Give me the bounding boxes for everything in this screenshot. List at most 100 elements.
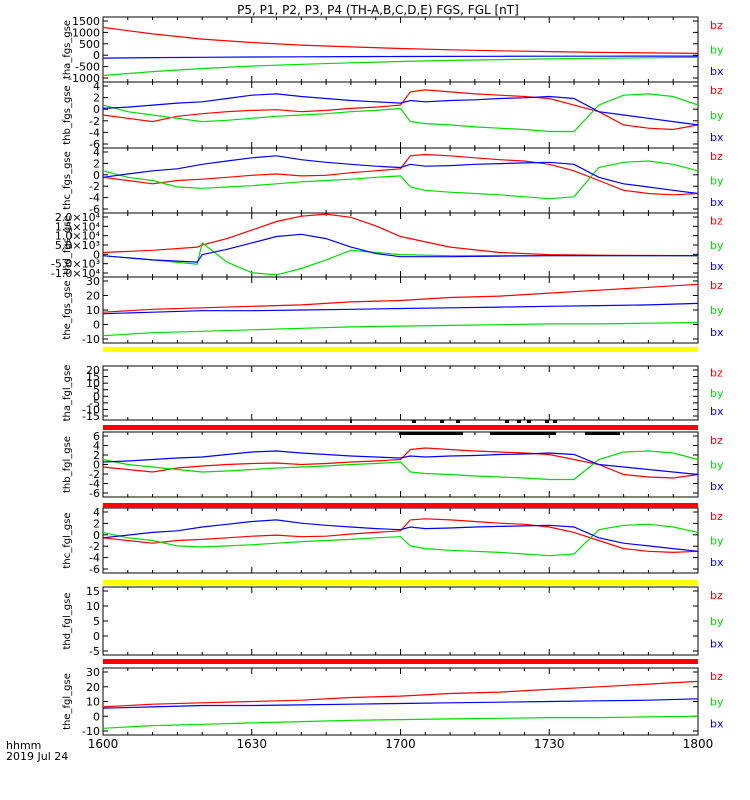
flag-segment [412, 420, 416, 423]
legend-bz: bz [710, 84, 723, 97]
y-tick-label: 4 [93, 80, 100, 93]
panel-frame [102, 212, 699, 278]
y-tick-label: 15 [86, 585, 100, 598]
flag-segment [505, 420, 509, 423]
y-tick-label: 0 [93, 390, 100, 403]
y-tick-label: 30 [86, 666, 100, 679]
y-tick-label: 6 [93, 430, 100, 443]
series-line-bx [102, 302, 699, 315]
y-tick-label: -2 [89, 468, 100, 481]
legend-bx: bx [710, 326, 724, 339]
y-tick-label: -2 [89, 540, 100, 553]
fgl-status-bar [103, 580, 698, 585]
y-axis-label: tha_fgs_gse [62, 20, 73, 79]
y-tick-label: -6 [89, 203, 100, 216]
series-line-bz [102, 213, 699, 257]
legend-bx: bx [710, 556, 724, 569]
panel-frame [102, 431, 699, 498]
series-line-bz [102, 89, 699, 131]
series-line-bx [102, 450, 699, 476]
y-tick-label: -6 [89, 563, 100, 576]
y-tick-label: -10 [82, 403, 100, 416]
flag-segment [517, 420, 521, 423]
legend-by: by [710, 387, 724, 400]
y-tick-label: -4 [89, 126, 100, 139]
y-tick-label: 0 [93, 248, 100, 261]
series-line-by [102, 160, 699, 200]
y-axis-label: thd_fgs_gse [62, 215, 73, 274]
y-tick-label: 20 [86, 290, 100, 303]
legend-by: by [710, 304, 724, 317]
series-line-bx [102, 519, 699, 552]
y-tick-label: 2 [93, 92, 100, 105]
y-axis-label: thd_fgl_gse [62, 593, 73, 650]
y-tick-label: 0 [93, 103, 100, 116]
legend-bx: bx [710, 65, 724, 78]
y-tick-label: -5.0×10³ [51, 258, 100, 271]
y-tick-label: -500 [75, 61, 100, 74]
y-tick-label: 0 [93, 169, 100, 182]
y-axis-label: thc_fgs_gse [62, 151, 73, 210]
legend-bz: bz [710, 150, 723, 163]
series-line-bz [102, 518, 699, 554]
fgl-status-bar [103, 659, 698, 664]
legend-bx: bx [710, 637, 724, 650]
y-tick-label: 1.5×10⁴ [55, 220, 101, 233]
y-axis-label: thb_fgl_gse [62, 436, 73, 493]
y-tick-label: -15 [82, 410, 100, 423]
x-tick-label: 1700 [385, 737, 416, 751]
flag-segment [399, 432, 463, 435]
y-tick-label: 20 [86, 364, 100, 377]
series-line-bx [102, 698, 699, 709]
y-tick-label: 15 [86, 371, 100, 384]
y-tick-label: 1000 [72, 26, 100, 39]
y-tick-label: -5 [89, 397, 100, 410]
x-tick-label: 1600 [88, 737, 119, 751]
series-line-bz [102, 283, 699, 313]
y-tick-label: -2 [89, 180, 100, 193]
fgl-status-bar [103, 503, 698, 508]
time-axis-label-hhmm: hhmm [6, 739, 41, 752]
flag-segment [350, 420, 352, 423]
flag-segment [585, 432, 620, 435]
y-tick-label: 0 [93, 49, 100, 62]
series-line-bz [102, 447, 699, 479]
y-tick-label: 0 [93, 630, 100, 643]
y-axis-label: thc_fgl_gse [62, 512, 73, 568]
legend-bx: bx [710, 196, 724, 209]
flag-segment [490, 432, 556, 435]
series-line-bx [102, 55, 698, 59]
legend-bz: bz [710, 366, 723, 379]
series-line-by [102, 523, 699, 557]
legend-bz: bz [710, 279, 723, 292]
flag-segment [456, 420, 460, 423]
y-tick-label: 10 [86, 377, 100, 390]
y-tick-label: 10 [86, 304, 100, 317]
panel-thd_fgs_gse: 2.0×10⁴1.5×10⁴1.0×10⁴5.0×10³0-5.0×10³-1.… [51, 211, 724, 280]
y-tick-label: 20 [86, 681, 100, 694]
legend-bz: bz [710, 670, 723, 683]
legend-bz: bz [710, 589, 723, 602]
y-tick-label: 2.0×10⁴ [55, 211, 101, 224]
y-tick-label: 5 [93, 615, 100, 628]
panel-thc_fgl_gse: 420-2-4-6 thc_fgl_gse bz by bx [62, 506, 724, 576]
y-tick-label: -2 [89, 115, 100, 128]
x-tick-label: 1800 [683, 737, 714, 751]
legend-bz: bz [710, 434, 723, 447]
time-axis: hhmm 2019 Jul 24 1600 1630 1700 1730 1800 [6, 737, 713, 763]
legend-bz: bz [710, 510, 723, 523]
legend-bz: bz [710, 19, 723, 32]
legend-bx: bx [710, 260, 724, 273]
y-tick-label: 500 [79, 38, 100, 51]
panel-frame [102, 586, 699, 656]
legend-by: by [710, 44, 724, 57]
y-tick-label: 2 [93, 449, 100, 462]
y-tick-label: -10 [82, 725, 100, 738]
series-line-bz [102, 153, 699, 196]
y-tick-label: 10 [86, 600, 100, 613]
series-line-by [102, 715, 699, 729]
legend-bx: bx [710, 718, 724, 731]
